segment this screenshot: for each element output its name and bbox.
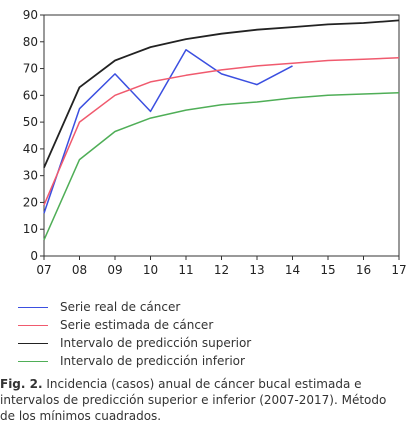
y-tick-label: 50 — [23, 115, 38, 129]
figure-caption: Fig. 2. Incidencia (casos) anual de cánc… — [0, 376, 420, 424]
plot-area-frame — [43, 14, 400, 257]
legend-swatch — [18, 360, 48, 362]
caption-line: de los mínimos cuadrados. — [0, 409, 162, 423]
series-lines — [43, 19, 400, 241]
x-tick-label: 17 — [391, 263, 406, 277]
x-tick-label: 15 — [320, 263, 335, 277]
series-line-lower — [43, 91, 400, 241]
y-tick-label: 20 — [23, 195, 38, 209]
y-axis: 0 10 20 30 40 50 60 70 80 90 — [23, 8, 44, 263]
x-tick-label: 12 — [214, 263, 229, 277]
legend-label: Intervalo de predicción superior — [60, 336, 252, 350]
x-tick-label: 07 — [36, 263, 51, 277]
legend-label: Serie real de cáncer — [60, 300, 181, 314]
legend: Serie real de cáncer Serie estimada de c… — [18, 298, 251, 370]
legend-swatch — [18, 342, 48, 344]
legend-item-real: Serie real de cáncer — [18, 298, 251, 316]
y-tick-label: 40 — [23, 142, 38, 156]
x-tick-label: 08 — [72, 263, 87, 277]
series-line-real — [43, 49, 293, 214]
x-tick-label: 10 — [143, 263, 158, 277]
series-line-estimated — [43, 57, 400, 206]
x-tick-label: 13 — [249, 263, 264, 277]
series-line-upper — [43, 19, 400, 168]
y-tick-label: 0 — [30, 249, 38, 263]
line-chart: 0 10 20 30 40 50 60 70 80 90 07 08 09 10 11 12 13 14 15 16… — [23, 8, 407, 277]
caption-text: Incidencia (casos) anual de cáncer bucal… — [46, 377, 362, 391]
y-tick-label: 60 — [23, 88, 38, 102]
x-tick-label: 16 — [356, 263, 371, 277]
y-tick-label: 10 — [23, 222, 38, 236]
x-axis: 07 08 09 10 11 12 13 14 15 16 17 — [36, 256, 407, 277]
legend-label: Serie estimada de cáncer — [60, 318, 214, 332]
caption-line: Fig. 2. Incidencia (casos) anual de cánc… — [0, 376, 420, 392]
legend-item-upper: Intervalo de predicción superior — [18, 334, 251, 352]
x-tick-label: 09 — [107, 263, 122, 277]
legend-item-estimated: Serie estimada de cáncer — [18, 316, 251, 334]
x-tick-label: 11 — [178, 263, 193, 277]
y-tick-label: 90 — [23, 8, 38, 22]
caption-line: intervalos de predicción superior e infe… — [0, 393, 387, 407]
legend-swatch — [18, 324, 48, 326]
legend-item-lower: Intervalo de predicción inferior — [18, 352, 251, 370]
y-tick-label: 30 — [23, 169, 38, 183]
legend-label: Intervalo de predicción inferior — [60, 354, 245, 368]
x-tick-label: 14 — [285, 263, 300, 277]
y-tick-label: 80 — [23, 35, 38, 49]
y-tick-label: 70 — [23, 62, 38, 76]
caption-label: Fig. 2. — [0, 377, 43, 391]
legend-swatch — [18, 306, 48, 308]
